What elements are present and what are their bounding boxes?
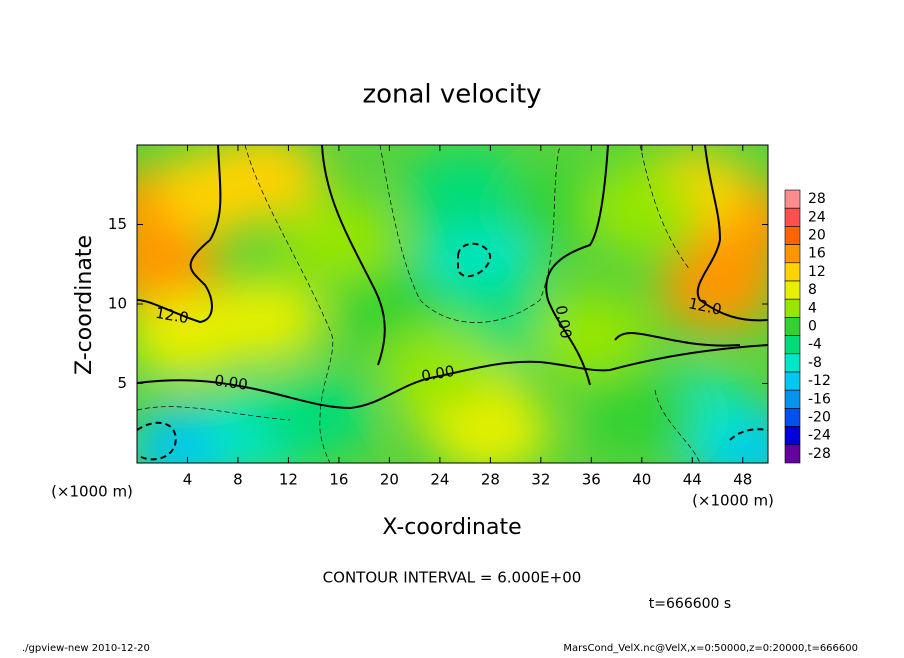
time-label: t=666600 s (649, 596, 731, 612)
colorbar-box (784, 226, 801, 245)
field-sample (381, 325, 498, 410)
x-tick-label: 48 (733, 471, 752, 489)
colorbar-label: 0 (808, 319, 817, 335)
contour-line-negative (137, 421, 177, 461)
contour-line (137, 344, 768, 410)
colorbar-box (784, 426, 801, 446)
colorbar-box (784, 408, 801, 427)
colorbar-label: -20 (808, 410, 831, 426)
colorbar-label: 16 (808, 246, 826, 262)
x-tick-label: 20 (380, 471, 399, 489)
field-sample (331, 262, 448, 346)
x-tick-label: 12 (279, 471, 298, 489)
contour-layer (137, 145, 768, 463)
colorbar-box (784, 189, 801, 209)
x-tick-label: 8 (233, 471, 243, 489)
colorbar-label: 8 (808, 282, 817, 298)
colorbar-box (784, 371, 801, 391)
contour-interval: CONTOUR INTERVAL = 6.000E+00 (323, 569, 582, 587)
colorbar-label: 24 (808, 209, 826, 225)
y-axis-label: Z-coordinate (72, 235, 97, 375)
axis-unit: (×1000 m) (51, 483, 133, 501)
field-sample (419, 214, 536, 299)
footer-right: MarsCond_VelX.nc@VelX,x=0:50000,z=0:2000… (563, 643, 858, 654)
field-sample (533, 293, 650, 378)
colorbar-label: -16 (808, 391, 831, 407)
contour-line (137, 145, 222, 324)
colorbar-label: -8 (808, 355, 822, 371)
colorbar-box (784, 262, 801, 282)
footer-left: ./gpview-new 2010-12-20 (22, 643, 150, 654)
field-layer (137, 145, 768, 463)
colorbar-box (784, 298, 801, 318)
contour-line (696, 145, 768, 322)
field-sample (659, 246, 768, 331)
contour-label: 12.0 (154, 304, 190, 328)
y-tick-label: 15 (108, 215, 127, 233)
axis-unit: (×1000 m) (692, 492, 774, 510)
x-tick-label: 40 (632, 471, 651, 489)
x-tick-label: 28 (481, 471, 500, 489)
contour-line-minor (639, 145, 691, 271)
y-tick-label: 10 (108, 295, 127, 313)
x-tick-label: 44 (683, 471, 702, 489)
x-axis-label: X-coordinate (382, 515, 521, 540)
colorbar-box (784, 389, 801, 409)
field-sample (255, 373, 372, 458)
colorbar-label: -28 (808, 446, 831, 462)
contour-label: 0.00 (552, 304, 576, 340)
colorbar-label: -12 (808, 373, 831, 389)
colorbar-label: 4 (808, 300, 817, 316)
chart-title: zonal velocity (362, 80, 541, 110)
contour-line-minor (379, 145, 561, 323)
contour-line (614, 332, 741, 347)
x-tick-label: 24 (430, 471, 449, 489)
colorbar-box (784, 244, 801, 264)
field-sample (205, 145, 322, 219)
colorbar-label: -24 (808, 428, 831, 444)
field-sample (280, 198, 397, 283)
contour-line-minor (244, 145, 334, 463)
contour-line-negative (457, 242, 492, 278)
field-sample (583, 166, 700, 251)
field-sample (583, 373, 700, 458)
x-tick-label: 4 (183, 471, 193, 489)
field-sample (205, 277, 322, 362)
contour-label: 0.00 (420, 362, 456, 386)
contour-line-negative (729, 428, 768, 441)
colorbar-box (784, 353, 801, 373)
colorbar-label: -4 (808, 337, 822, 353)
x-tick-label: 32 (531, 471, 550, 489)
contour-line (321, 145, 386, 366)
colorbar-label: 20 (808, 228, 826, 244)
colorbar-label: 12 (808, 264, 826, 280)
colorbar-box (784, 444, 801, 464)
x-tick-label: 16 (329, 471, 348, 489)
colorbar-label: 28 (808, 191, 826, 207)
x-tick-label: 36 (582, 471, 601, 489)
colorbar-box (784, 207, 801, 227)
field-sample (407, 150, 524, 235)
y-tick-label: 5 (117, 374, 127, 392)
colorbar-box (784, 280, 801, 300)
colorbar-box (784, 335, 801, 355)
field-blobs (137, 145, 768, 463)
contour-line (545, 145, 609, 386)
colorbar-box (784, 317, 801, 336)
contour-line-minor (654, 389, 701, 463)
contour-label: 0.00 (213, 371, 249, 393)
